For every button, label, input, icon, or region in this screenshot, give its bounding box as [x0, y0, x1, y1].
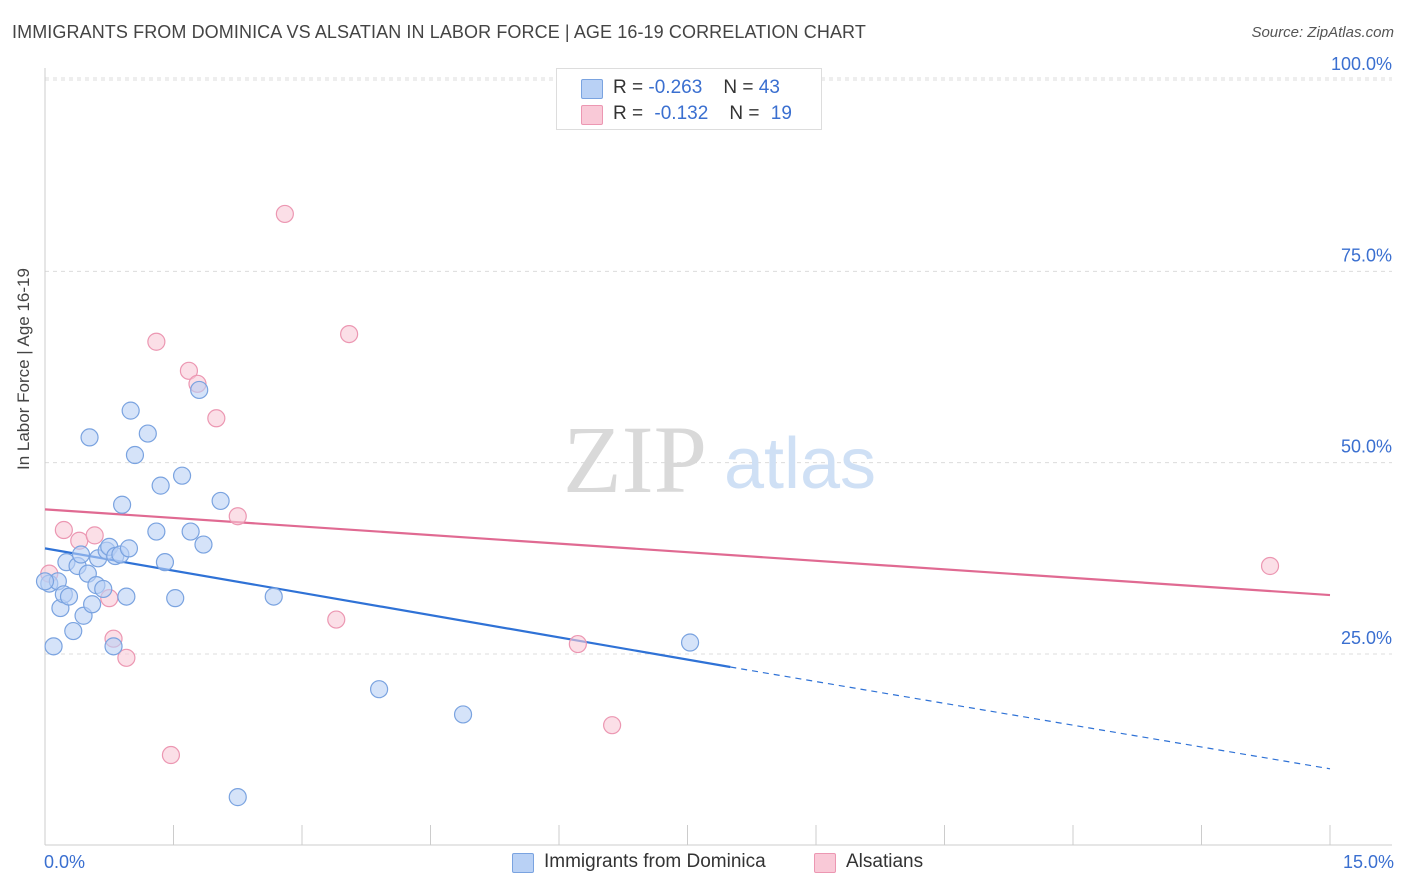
legend-label-alsatians: Alsatians	[846, 851, 924, 872]
y-tick-label: 25.0%	[1341, 628, 1392, 648]
point-dominica	[155, 553, 175, 572]
legend-n-value: 43	[758, 77, 780, 98]
point-dominica	[264, 587, 283, 606]
watermark: ZIP atlas	[563, 406, 876, 513]
legend-r-value: -0.132	[654, 103, 709, 124]
point-dominica	[125, 445, 145, 465]
point-alsatians	[327, 610, 346, 629]
point-dominica	[228, 788, 247, 807]
point-dominica	[181, 522, 200, 541]
point-dominica	[172, 466, 192, 485]
trend-line-dominica-extension	[730, 666, 1331, 770]
gridlines	[45, 77, 1392, 655]
data-points	[35, 204, 1280, 807]
legend-swatch-dominica	[512, 853, 534, 873]
point-alsatians	[179, 361, 199, 380]
point-dominica	[194, 535, 213, 554]
x-axis-max-label: 15.0%	[1342, 852, 1394, 872]
point-alsatians	[275, 204, 294, 224]
point-dominica	[35, 572, 55, 591]
point-dominica	[121, 401, 140, 420]
legend-n-label: N =	[729, 103, 760, 124]
point-dominica	[147, 522, 166, 541]
trend-line-alsatians	[44, 508, 1331, 597]
point-alsatians	[603, 716, 622, 735]
point-dominica	[680, 633, 700, 652]
legend-swatch-dominica	[581, 79, 603, 99]
point-alsatians	[228, 507, 247, 526]
chart-title: IMMIGRANTS FROM DOMINICA VS ALSATIAN IN …	[12, 22, 866, 42]
legend-label-dominica: Immigrants from Dominica	[544, 851, 766, 872]
point-alsatians	[85, 526, 104, 545]
point-alsatians	[568, 634, 587, 654]
point-dominica	[59, 587, 79, 606]
legend-swatch-alsatians	[581, 105, 603, 125]
legend-swatch-alsatians	[814, 853, 836, 873]
legend-n-label: N =	[723, 77, 754, 98]
point-alsatians	[340, 324, 359, 344]
axes	[44, 68, 1392, 846]
y-tick-label: 50.0%	[1341, 437, 1392, 457]
point-dominica	[166, 589, 185, 608]
point-dominica	[370, 680, 389, 699]
point-dominica	[119, 539, 139, 558]
series-legend: Immigrants from Dominica Alsatians	[0, 850, 1406, 878]
source-label: Source: ZipAtlas.com	[1251, 24, 1394, 41]
point-alsatians	[117, 648, 136, 667]
point-dominica	[138, 424, 157, 443]
point-alsatians	[147, 332, 166, 351]
point-alsatians	[1260, 556, 1280, 576]
correlation-legend: R = -0.263 N = 43 R = -0.132 N = 19	[556, 68, 822, 130]
watermark-zip: ZIP	[563, 406, 707, 513]
y-tick-label: 100.0%	[1331, 54, 1392, 74]
legend-r-label: R =	[613, 103, 644, 124]
point-dominica	[94, 579, 113, 599]
point-dominica	[112, 495, 132, 514]
point-dominica	[71, 545, 91, 564]
point-dominica	[453, 705, 473, 724]
point-alsatians	[161, 745, 181, 765]
point-dominica	[211, 491, 230, 511]
point-dominica	[117, 587, 136, 606]
point-dominica	[44, 637, 63, 656]
point-dominica	[80, 428, 99, 447]
point-dominica	[190, 380, 209, 400]
legend-n-value: 19	[770, 103, 792, 124]
point-dominica	[64, 621, 83, 641]
y-tick-labels: 25.0% 50.0% 75.0% 100.0%	[1331, 54, 1392, 648]
point-alsatians	[54, 520, 73, 540]
watermark-atlas: atlas	[724, 424, 876, 504]
legend-r-value: -0.263	[648, 77, 703, 98]
point-alsatians	[207, 409, 226, 428]
legend-text-alsatians: R = -0.132 N = 19	[613, 103, 792, 125]
point-dominica	[83, 595, 102, 614]
x-axis-min-label: 0.0%	[44, 852, 86, 872]
legend-text-dominica: R = -0.263 N = 43	[613, 77, 780, 99]
y-tick-label: 75.0%	[1341, 245, 1392, 265]
legend-r-label: R =	[613, 77, 644, 98]
trend-line-dominica	[44, 547, 731, 669]
point-dominica	[104, 637, 123, 656]
point-dominica	[151, 476, 170, 495]
